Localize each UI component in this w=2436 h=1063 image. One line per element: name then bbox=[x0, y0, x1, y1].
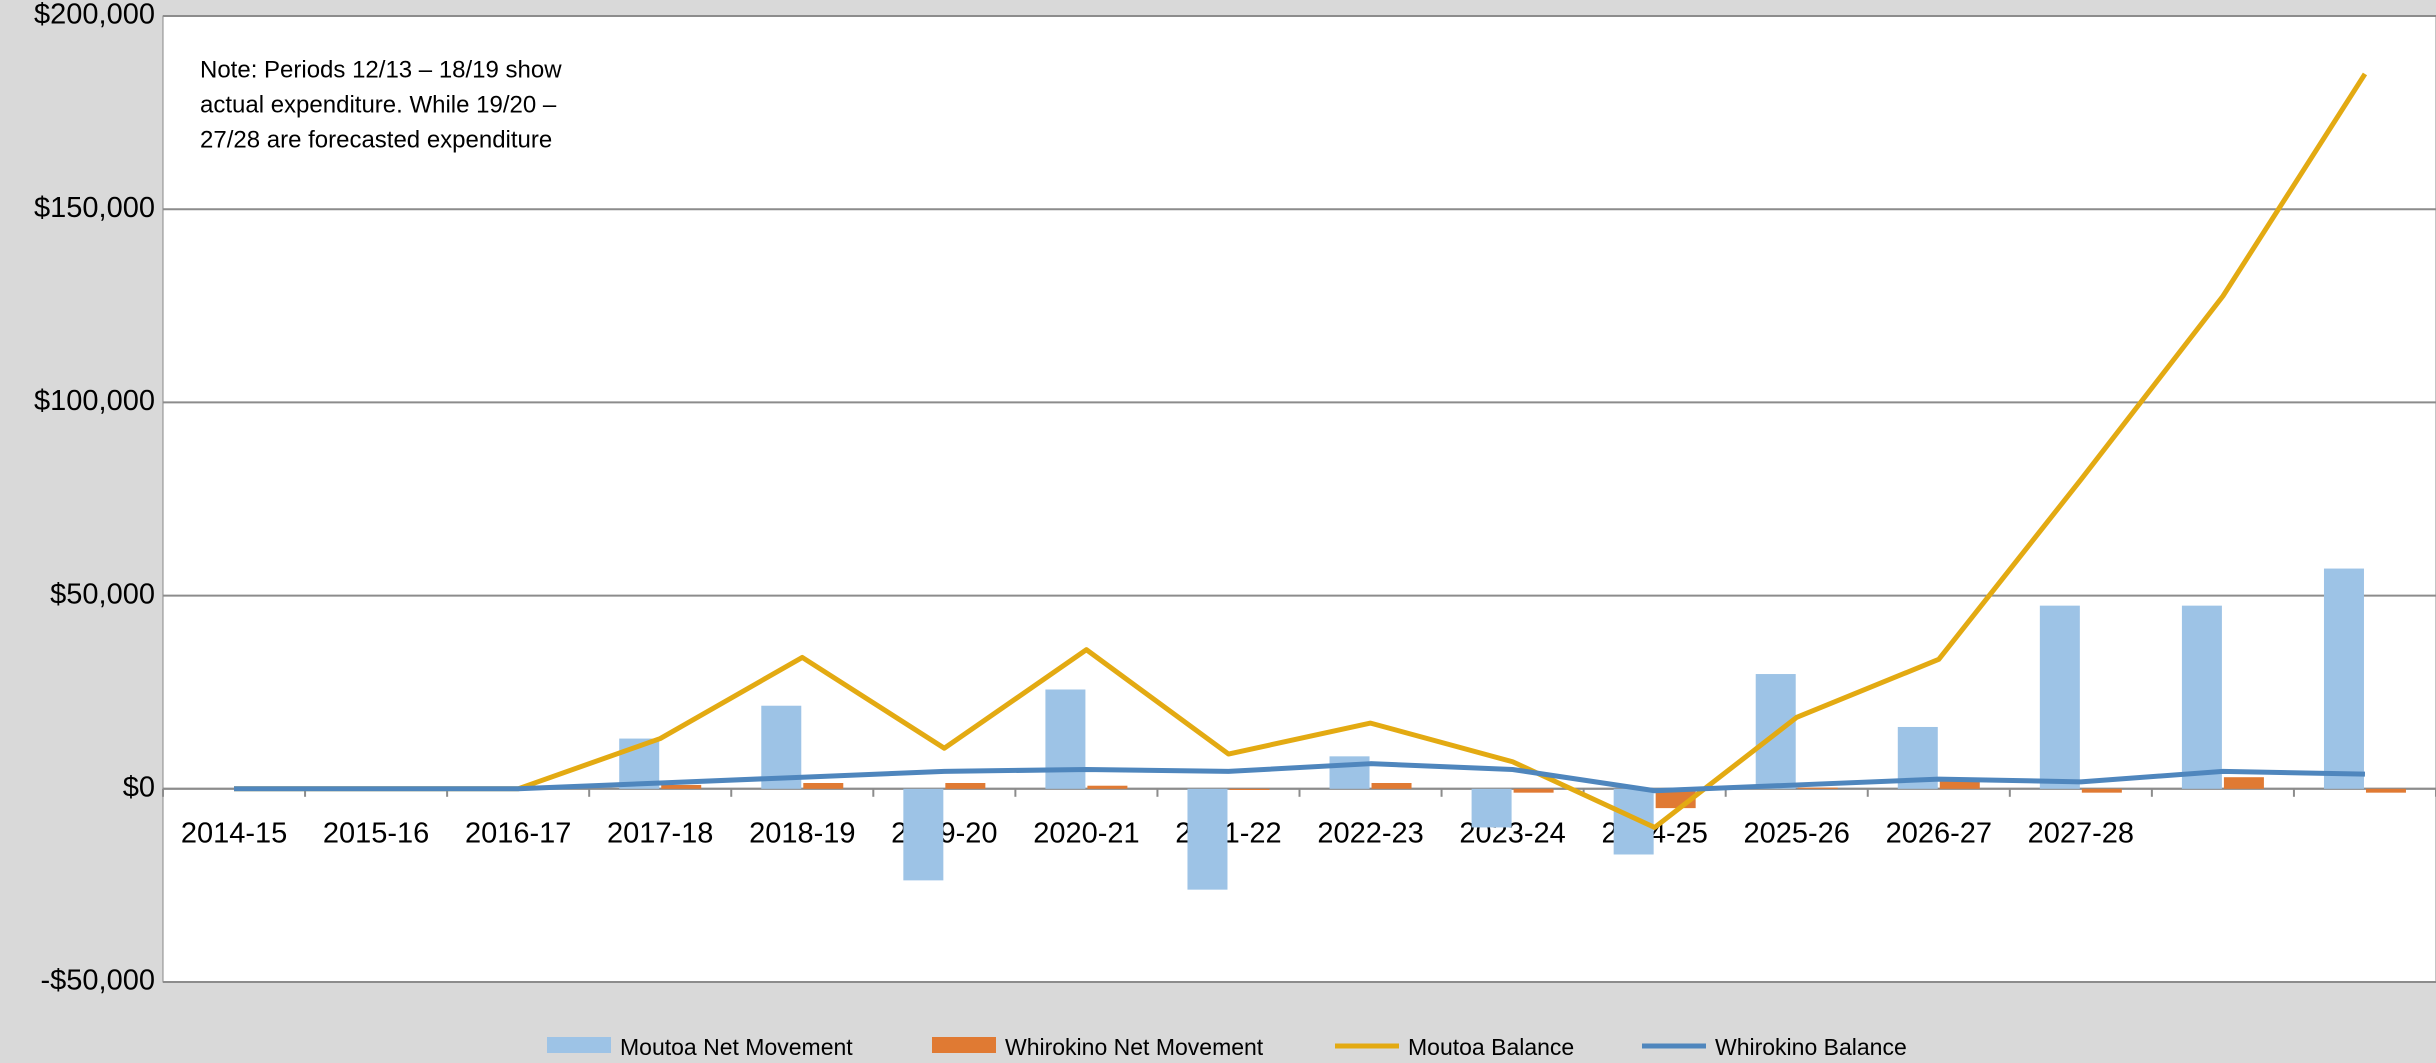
x-tick-label: 2014-15 bbox=[181, 817, 287, 849]
annotation: 27/28 are forecasted expenditure bbox=[200, 126, 552, 153]
x-tick-label: 2026-27 bbox=[1886, 817, 1992, 849]
bar bbox=[1329, 756, 1370, 789]
annotation: actual expenditure. While 19/20 – bbox=[200, 91, 557, 118]
bar bbox=[2181, 605, 2222, 789]
x-tick-label: 2018-19 bbox=[749, 817, 855, 849]
bar bbox=[1045, 689, 1086, 789]
bar bbox=[1939, 781, 1980, 789]
bar bbox=[661, 784, 702, 789]
legend-label: Moutoa Balance bbox=[1408, 1034, 1574, 1060]
bar bbox=[761, 705, 802, 789]
bar bbox=[1513, 788, 1554, 793]
y-tick-label: $200,000 bbox=[34, 0, 155, 31]
x-tick-label: 2022-23 bbox=[1317, 817, 1423, 849]
x-tick-label: 2016-17 bbox=[465, 817, 571, 849]
x-tick-label: 2020-21 bbox=[1033, 817, 1139, 849]
x-tick-label: 2017-18 bbox=[607, 817, 713, 849]
bar bbox=[2081, 788, 2122, 793]
bar bbox=[2365, 788, 2406, 793]
bar bbox=[2223, 777, 2264, 789]
x-tick-label: 2025-26 bbox=[1744, 817, 1850, 849]
bar bbox=[1471, 788, 1512, 828]
bar bbox=[1797, 787, 1838, 789]
y-tick-label: -$50,000 bbox=[41, 965, 156, 997]
plot-area bbox=[162, 15, 2436, 983]
y-tick-label: $0 bbox=[123, 771, 155, 803]
line bbox=[234, 761, 2366, 794]
legend-label: Moutoa Net Movement bbox=[620, 1034, 853, 1060]
bar bbox=[803, 783, 844, 789]
legend-swatch bbox=[547, 1037, 611, 1053]
bar bbox=[1187, 788, 1228, 890]
legend-label: Whirokino Balance bbox=[1715, 1034, 1907, 1060]
y-tick-label: $50,000 bbox=[50, 578, 155, 610]
y-tick-label: $150,000 bbox=[34, 192, 155, 224]
legend-label: Whirokino Net Movement bbox=[1005, 1034, 1264, 1060]
y-tick-label: $100,000 bbox=[34, 385, 155, 417]
bar bbox=[2039, 605, 2080, 789]
bar bbox=[903, 788, 944, 881]
bar bbox=[1087, 785, 1128, 789]
bar bbox=[1229, 788, 1270, 790]
annotation: Note: Periods 12/13 – 18/19 show bbox=[200, 56, 562, 83]
x-tick-label: 2027-28 bbox=[2028, 817, 2134, 849]
bar bbox=[1371, 783, 1412, 789]
bar bbox=[2323, 568, 2364, 789]
bar bbox=[945, 783, 986, 789]
x-tick-label: 2015-16 bbox=[323, 817, 429, 849]
line bbox=[234, 72, 2368, 830]
legend-swatch bbox=[932, 1037, 996, 1053]
